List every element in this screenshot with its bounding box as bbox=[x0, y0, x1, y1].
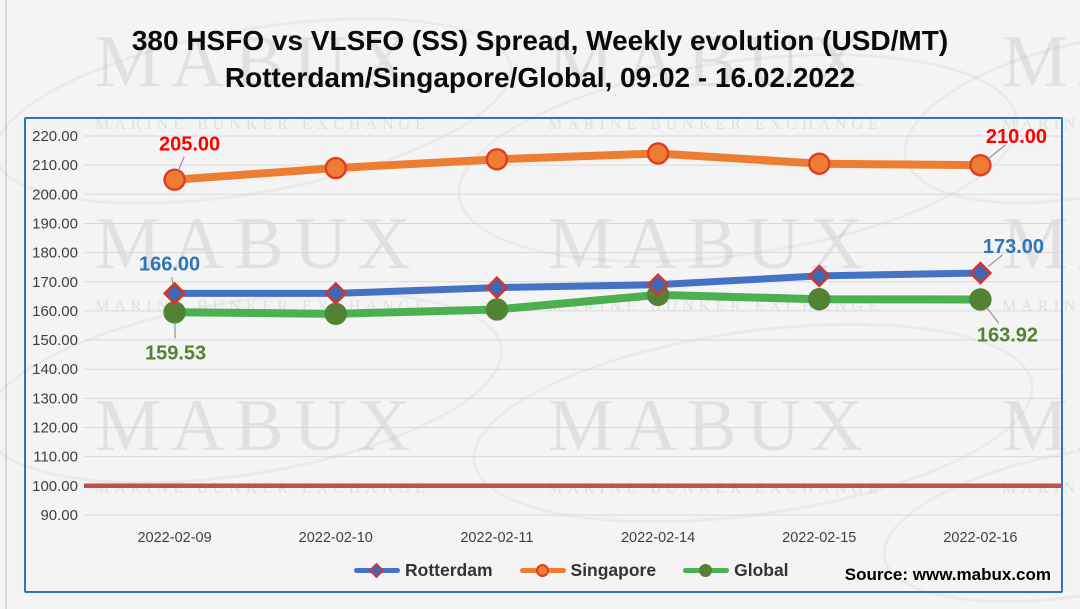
marker-diamond bbox=[324, 281, 348, 306]
legend-label: Global bbox=[734, 560, 789, 580]
global-circle-icon bbox=[683, 562, 730, 580]
marker-circle bbox=[324, 302, 347, 326]
y-tick-label: 170.00 bbox=[32, 274, 78, 291]
rotterdam-diamond-icon bbox=[354, 562, 400, 580]
y-tick-label: 200.00 bbox=[32, 186, 78, 203]
marker-diamond bbox=[485, 275, 509, 300]
x-tick-label: 2022-02-16 bbox=[943, 530, 1017, 546]
leader-line bbox=[987, 144, 1006, 160]
leader-line bbox=[177, 156, 185, 171]
x-tick-label: 2022-02-09 bbox=[137, 530, 211, 546]
marker-circle bbox=[646, 142, 670, 165]
leader-line bbox=[987, 254, 1003, 268]
y-tick-label: 100.00 bbox=[32, 478, 78, 495]
y-tick-label: 180.00 bbox=[32, 245, 78, 262]
y-tick-label: 110.00 bbox=[33, 449, 78, 466]
chart-plot: 220.00 210.00 200.00 190.00 180.00 170.00 160.… bbox=[32, 126, 1061, 546]
source-label: Source: www.mabux.com bbox=[844, 565, 1051, 584]
marker-circle bbox=[969, 153, 992, 177]
legend-item-singapore: Singapore bbox=[519, 560, 657, 581]
marker-circle bbox=[485, 148, 509, 171]
y-tick-label: 120.00 bbox=[32, 420, 78, 437]
x-tick-label: 2022-02-15 bbox=[782, 530, 856, 546]
leader-line bbox=[986, 306, 1000, 324]
data-label: 166.00 bbox=[139, 253, 200, 275]
x-tick-label: 2022-02-10 bbox=[299, 530, 373, 546]
marker-circle bbox=[163, 168, 186, 191]
leader-line bbox=[171, 277, 174, 284]
marker-diamond bbox=[807, 264, 831, 288]
legend-item-rotterdam: Rotterdam bbox=[354, 560, 493, 581]
legend-item-global: Global bbox=[683, 560, 789, 581]
chart-title-line2: Rotterdam/Singapore/Global, 09.02 - 16.0… bbox=[224, 62, 856, 93]
marker-circle bbox=[808, 288, 831, 311]
x-tick-label: 2022-02-11 bbox=[460, 530, 533, 546]
marker-circle bbox=[485, 298, 509, 321]
gridlines: 220.00 210.00 200.00 190.00 180.00 170.00 160.… bbox=[32, 128, 1061, 524]
data-label: 159.53 bbox=[145, 342, 206, 364]
legend-label: Singapore bbox=[570, 560, 657, 580]
chart-title-line1: 380 HSFO vs VLSFO (SS) Spread, Weekly ev… bbox=[131, 25, 949, 56]
marker-circle bbox=[808, 152, 831, 175]
marker-circle bbox=[324, 156, 347, 180]
data-label: 163.92 bbox=[977, 324, 1038, 346]
singapore-circle-icon bbox=[519, 562, 566, 580]
chart-box: 220.00 210.00 200.00 190.00 180.00 170.00 160.… bbox=[24, 117, 1063, 593]
y-tick-label: 210.00 bbox=[32, 157, 78, 174]
chart-title: 380 HSFO vs VLSFO (SS) Spread, Weekly ev… bbox=[0, 22, 1080, 96]
legend: Rotterdam Singapore Global bbox=[354, 560, 789, 581]
marker-diamond bbox=[968, 261, 993, 285]
marker-circle bbox=[969, 288, 992, 311]
marker-diamond bbox=[162, 281, 187, 306]
marker-circle bbox=[163, 301, 186, 324]
x-tick-label: 2022-02-14 bbox=[621, 530, 695, 546]
y-tick-label: 160.00 bbox=[32, 303, 78, 320]
left-edge-line bbox=[5, 0, 7, 609]
series-singapore bbox=[163, 142, 992, 191]
data-label: 210.00 bbox=[986, 126, 1047, 148]
data-label: 173.00 bbox=[983, 236, 1044, 258]
marker-diamond bbox=[646, 272, 670, 297]
y-tick-label: 130.00 bbox=[32, 390, 78, 407]
series-rotterdam bbox=[162, 261, 993, 306]
data-label: 205.00 bbox=[159, 134, 220, 156]
y-tick-label: 140.00 bbox=[32, 361, 78, 378]
legend-label: Rotterdam bbox=[405, 560, 493, 580]
y-tick-label: 220.00 bbox=[32, 128, 78, 145]
y-tick-label: 90.00 bbox=[40, 507, 78, 524]
y-tick-label: 150.00 bbox=[32, 332, 78, 349]
y-tick-label: 190.00 bbox=[32, 215, 78, 232]
